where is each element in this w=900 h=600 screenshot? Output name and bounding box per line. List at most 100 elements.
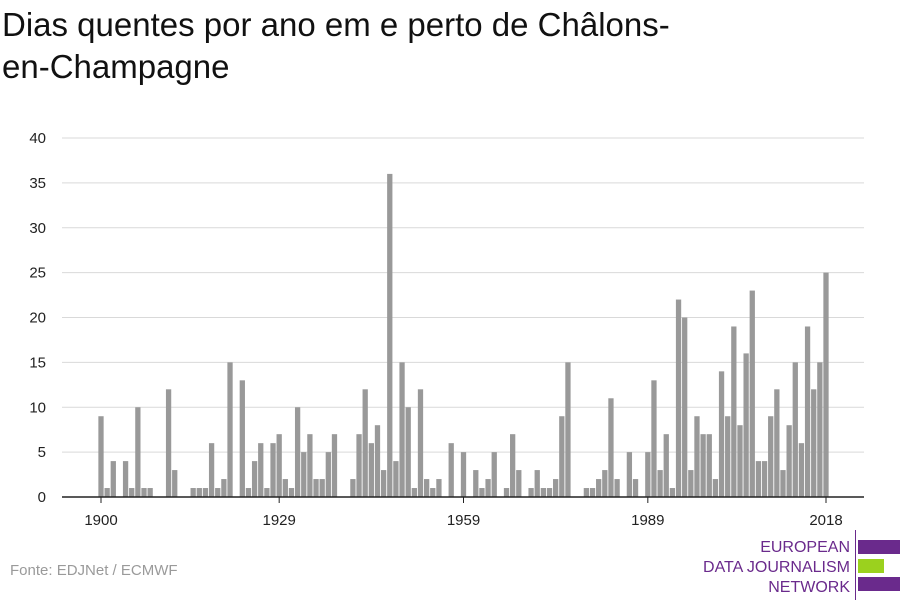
bar-1923 xyxy=(239,380,245,497)
bar-1935 xyxy=(313,479,319,497)
bar-2015 xyxy=(804,326,811,497)
bar-1947 xyxy=(387,173,393,497)
bar-1924 xyxy=(245,488,252,497)
y-tick-label-0: 0 xyxy=(38,489,46,506)
bar-1991 xyxy=(657,470,663,497)
bar-1943 xyxy=(362,389,368,497)
bar-1962 xyxy=(479,488,485,497)
chart-title: Dias quentes por ano em e perto de Châlo… xyxy=(2,6,670,85)
axes xyxy=(62,496,864,503)
bar-1986 xyxy=(626,452,633,497)
bar-1976 xyxy=(565,362,571,497)
bars xyxy=(98,173,829,497)
logo-bar-green xyxy=(858,559,884,573)
bar-1908 xyxy=(147,488,153,497)
bar-1901 xyxy=(104,488,110,497)
bar-2018 xyxy=(823,272,829,497)
logo-bar-purple-bottom xyxy=(858,577,900,591)
bar-1929 xyxy=(276,434,282,497)
logo-separator xyxy=(855,530,856,600)
bar-2003 xyxy=(731,326,737,497)
bar-2000 xyxy=(712,479,719,497)
bar-1918 xyxy=(208,443,215,497)
bar-1996 xyxy=(688,470,694,497)
bar-2016 xyxy=(811,389,817,497)
bar-1917 xyxy=(202,488,209,497)
bar-1916 xyxy=(196,488,202,497)
gridlines xyxy=(62,137,864,453)
tick-labels: 0 5 10 15 20 25 30 35 40 1900 1929 1959 1989 2018 xyxy=(29,130,842,529)
bar-1964 xyxy=(491,452,497,497)
bar-1937 xyxy=(325,452,331,497)
bar-2008 xyxy=(761,461,768,497)
bar-1912 xyxy=(172,470,178,497)
bar-1963 xyxy=(485,479,491,497)
bar-1987 xyxy=(632,479,639,497)
bar-1938 xyxy=(331,434,338,497)
x-tick-label-1900: 1900 xyxy=(84,512,117,529)
source-note: Fonte: EDJNet / ECMWF xyxy=(10,562,178,579)
bar-1979 xyxy=(583,488,590,497)
bar-2013 xyxy=(792,362,798,497)
bar-1941 xyxy=(350,479,356,497)
y-tick-label-5: 5 xyxy=(38,444,46,461)
bar-2002 xyxy=(725,416,731,497)
bar-1966 xyxy=(503,488,510,497)
y-tick-label-20: 20 xyxy=(29,310,46,327)
bar-1907 xyxy=(141,488,147,497)
bar-1944 xyxy=(368,443,374,497)
bar-1961 xyxy=(473,470,479,497)
bar-1946 xyxy=(380,470,387,497)
bar-1955 xyxy=(436,479,442,497)
bar-1975 xyxy=(559,416,565,497)
bar-1904 xyxy=(122,461,129,497)
bar-1994 xyxy=(675,299,682,497)
edjnet-logo: EUROPEAN DATA JOURNALISM NETWORK xyxy=(700,530,900,600)
bar-1970 xyxy=(528,488,534,497)
x-tick-label-2018: 2018 xyxy=(809,512,842,529)
bar-1972 xyxy=(540,488,547,497)
bar-1952 xyxy=(417,389,424,497)
logo-line-2: DATA JOURNALISM xyxy=(703,559,850,576)
bar-1957 xyxy=(448,443,454,497)
bar-1931 xyxy=(288,488,295,497)
bar-1990 xyxy=(651,380,657,497)
bar-1997 xyxy=(694,416,700,497)
logo-bar-purple-top xyxy=(858,540,900,554)
bar-1945 xyxy=(374,425,381,497)
bar-2011 xyxy=(780,470,786,497)
y-tick-label-10: 10 xyxy=(29,399,46,416)
bar-1948 xyxy=(393,461,399,497)
bar-1919 xyxy=(215,488,221,497)
x-tick-label-1959: 1959 xyxy=(447,512,480,529)
bar-1992 xyxy=(663,434,669,497)
x-tick-label-1929: 1929 xyxy=(262,512,295,529)
bar-1967 xyxy=(510,434,516,497)
y-tick-label-30: 30 xyxy=(29,220,46,237)
bar-2017 xyxy=(817,362,823,497)
bar-1950 xyxy=(405,407,411,497)
bar-2012 xyxy=(786,425,792,497)
bar-1953 xyxy=(423,479,430,497)
bar-2014 xyxy=(798,443,805,497)
bar-1906 xyxy=(135,407,141,497)
bar-1984 xyxy=(614,479,620,497)
bar-1926 xyxy=(258,443,264,497)
bar-1971 xyxy=(534,470,540,497)
bar-1905 xyxy=(129,488,135,497)
bar-1989 xyxy=(645,452,651,497)
bar-1999 xyxy=(706,434,712,497)
bar-1998 xyxy=(700,434,706,497)
logo-line-3: NETWORK xyxy=(768,579,850,596)
bar-1902 xyxy=(110,461,116,497)
bar-2005 xyxy=(743,353,749,497)
bar-1981 xyxy=(596,479,602,497)
bar-1928 xyxy=(270,443,276,497)
bar-1934 xyxy=(307,434,313,497)
bar-2004 xyxy=(737,425,743,497)
bar-1911 xyxy=(165,389,172,497)
bar-1942 xyxy=(356,434,362,497)
bar-1968 xyxy=(516,470,522,497)
y-tick-label-40: 40 xyxy=(29,130,46,147)
